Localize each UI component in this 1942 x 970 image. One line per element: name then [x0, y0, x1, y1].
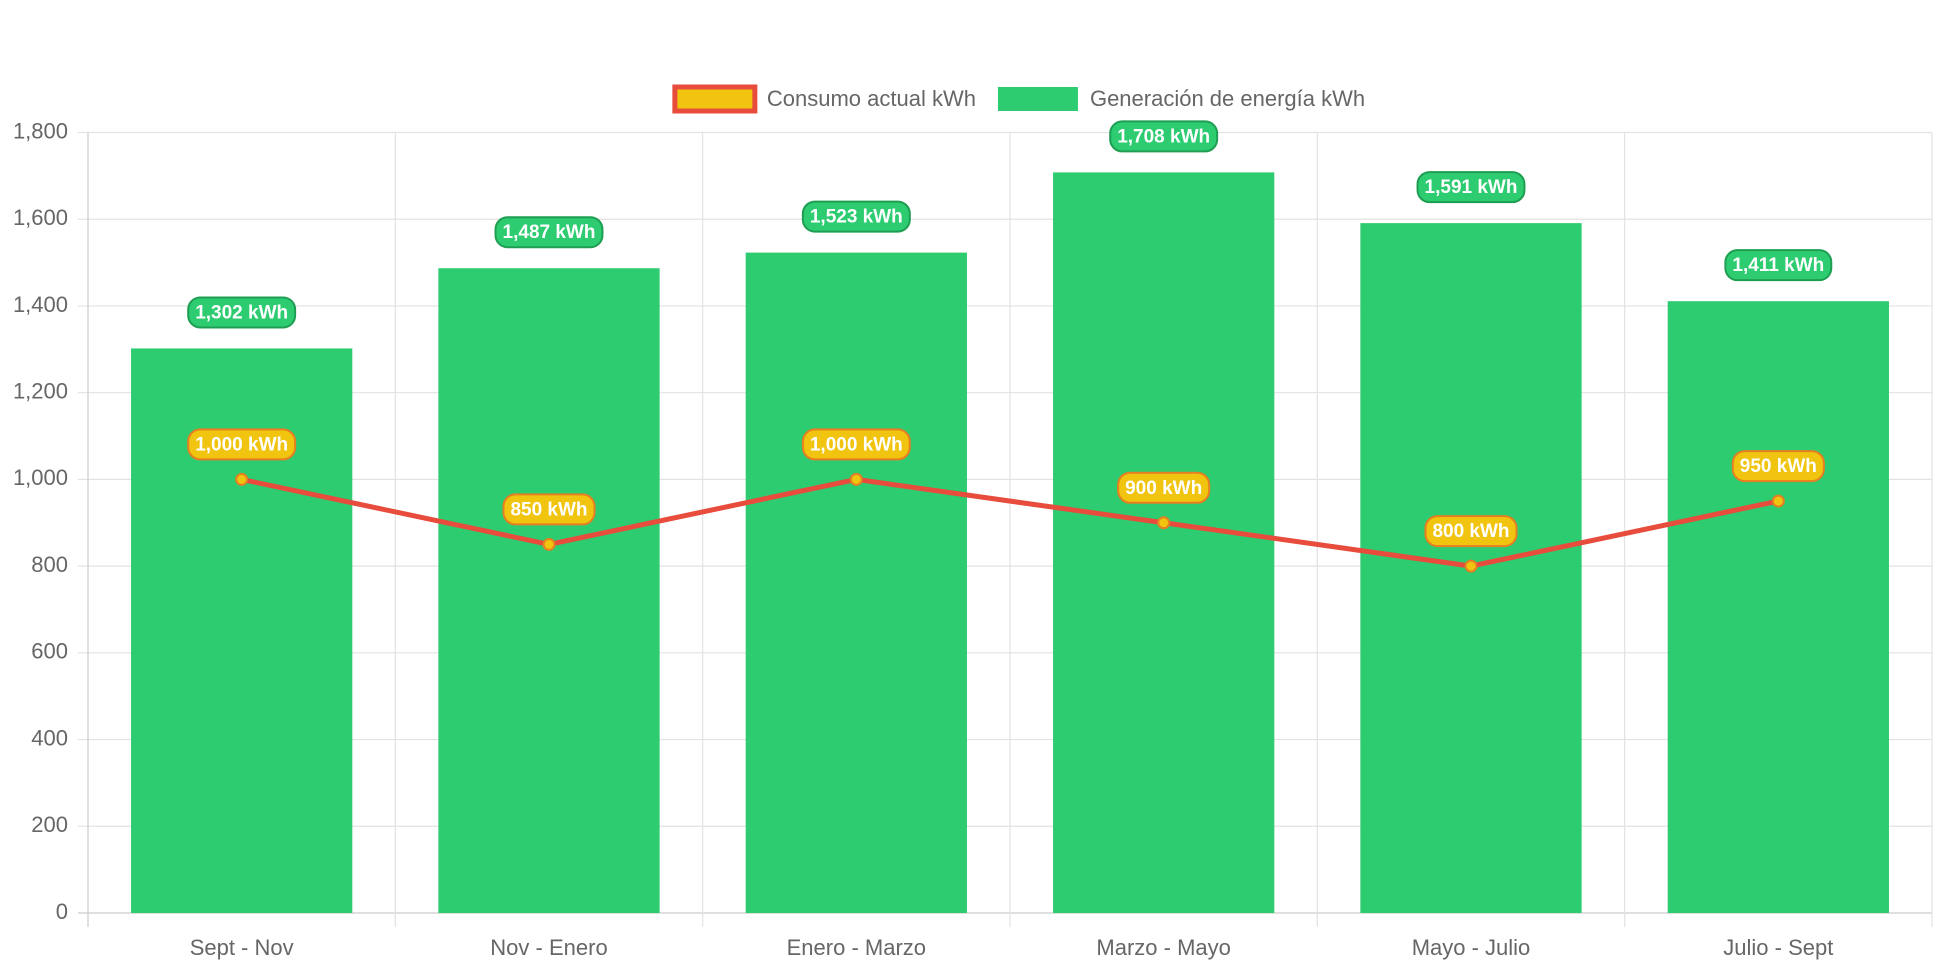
data-label: 1,708 kWh — [1109, 120, 1219, 153]
data-label-box — [187, 296, 297, 329]
data-label: 850 kWh — [502, 493, 596, 526]
x-tick-label: Sept - Nov — [190, 935, 294, 960]
line — [241, 476, 1779, 569]
data-label-text: 900 kWh — [1125, 478, 1202, 499]
data-label-box — [1109, 120, 1219, 153]
data-label-box — [1117, 471, 1211, 504]
data-label: 1,591 kWh — [1416, 171, 1526, 204]
data-label-box — [1416, 171, 1526, 204]
line-point — [235, 472, 249, 486]
data-label-box — [1424, 515, 1518, 548]
data-label-text: 1,708 kWh — [1117, 126, 1210, 147]
data-label-text: 1,000 kWh — [810, 434, 903, 455]
data-label-text: 800 kWh — [1432, 521, 1509, 542]
line-point — [1771, 494, 1785, 508]
y-tick-label: 400 — [31, 725, 68, 750]
line-point — [542, 537, 556, 551]
legend-label: Consumo actual kWh — [767, 86, 976, 111]
data-label: 1,487 kWh — [494, 216, 604, 249]
data-label: 800 kWh — [1424, 515, 1518, 548]
data-label-text: 1,487 kWh — [503, 222, 596, 243]
data-label-text: 850 kWh — [510, 499, 587, 520]
line-point — [1464, 559, 1478, 573]
data-label: 1,000 kWh — [187, 428, 297, 461]
bar — [1053, 172, 1275, 914]
data-label: 1,000 kWh — [801, 428, 911, 461]
y-tick-label: 1,600 — [13, 205, 68, 230]
data-label-box — [1731, 450, 1825, 483]
data-label-box — [502, 493, 596, 526]
y-tick-label: 1,800 — [13, 118, 68, 143]
x-tick-label: Enero - Marzo — [787, 935, 926, 960]
data-label-text: 950 kWh — [1740, 456, 1817, 477]
y-tick-label: 1,200 — [13, 378, 68, 403]
data-label-box — [494, 216, 604, 249]
data-label: 1,411 kWh — [1724, 249, 1833, 282]
x-tick-label: Julio - Sept — [1723, 935, 1833, 960]
y-tick-label: 1,000 — [13, 465, 68, 490]
line-point — [1157, 516, 1171, 530]
legend-swatch — [997, 87, 1078, 111]
data-label-box — [801, 428, 911, 461]
x-tick-label: Mayo - Julio — [1412, 935, 1531, 960]
data-label: 1,523 kWh — [801, 200, 911, 233]
y-tick-label: 600 — [31, 639, 68, 664]
bar — [1667, 301, 1889, 914]
bar — [438, 268, 660, 913]
line-point — [849, 472, 863, 486]
data-label-text: 1,302 kWh — [195, 302, 288, 323]
data-label-text: 1,000 kWh — [195, 434, 288, 455]
y-tick-label: 200 — [31, 812, 68, 837]
data-label: 950 kWh — [1731, 450, 1825, 483]
y-tick-label: 800 — [31, 552, 68, 577]
data-label-box — [187, 428, 297, 461]
data-label-text: 1,523 kWh — [810, 207, 903, 228]
legend: Consumo actual kWh Generación de energía … — [672, 84, 1365, 114]
data-label-text: 1,591 kWh — [1425, 177, 1518, 198]
data-label: 1,302 kWh — [187, 296, 297, 329]
y-tick-label: 0 — [56, 899, 68, 924]
data-label: 900 kWh — [1117, 471, 1211, 504]
y-tick-label: 1,400 — [13, 292, 68, 317]
data-label-box — [801, 200, 911, 233]
bar — [745, 252, 967, 913]
data-label-box — [1724, 249, 1833, 282]
legend-swatch — [672, 84, 758, 114]
data-label-text: 1,411 kWh — [1732, 255, 1824, 276]
x-tick-label: Marzo - Mayo — [1096, 935, 1230, 960]
x-tick-label: Nov - Enero — [490, 935, 607, 960]
legend-label: Generación de energía kWh — [1090, 86, 1365, 111]
